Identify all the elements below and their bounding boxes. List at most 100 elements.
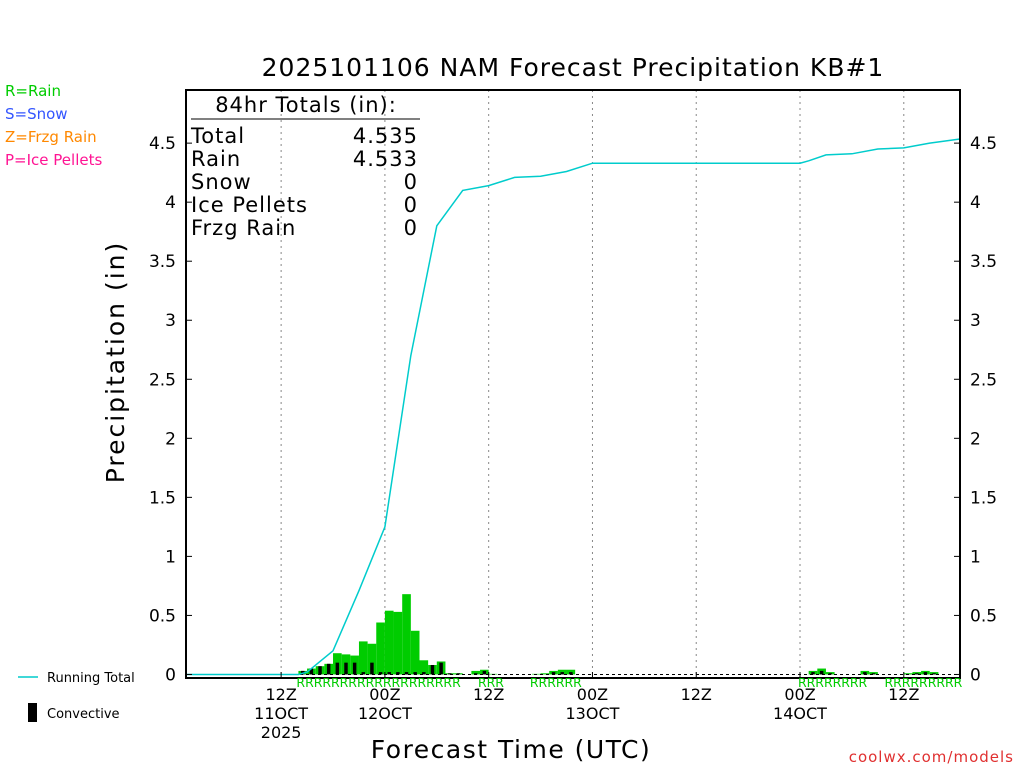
- convective-bar: [482, 670, 487, 675]
- precip-bar: [402, 594, 411, 675]
- convective-bar: [352, 662, 357, 675]
- convective-bar: [430, 665, 435, 675]
- totals-row-label: Snow: [191, 170, 252, 194]
- convective-bar: [404, 672, 409, 675]
- precip-type-legend: R=Rain S=Snow Z=Frzg Rain P=Ice Pellets: [5, 82, 102, 169]
- y-tick-label-right: 3.5: [970, 252, 997, 272]
- totals-row-label: Total: [190, 124, 245, 148]
- convective-bar: [396, 672, 400, 675]
- x-axis-label: Forecast Time (UTC): [371, 735, 651, 764]
- x-tick-label: 12Z: [473, 685, 504, 704]
- convective-bar: [378, 672, 383, 675]
- precip-type-mark: RRRR: [833, 675, 868, 690]
- convective-bar: [439, 662, 443, 675]
- x-tick-label: 13OCT: [566, 704, 620, 723]
- convective-bar: [361, 672, 366, 675]
- x-tick-label: 00Z: [369, 685, 400, 704]
- precip-type-mark: RRRRRR: [530, 675, 582, 690]
- precip-type-legend-item: R=Rain: [5, 82, 61, 100]
- precip-bar: [367, 643, 377, 675]
- running-total-legend-label: Running Total: [47, 671, 135, 686]
- x-tick-label: 12Z: [265, 685, 296, 704]
- x-tick-label: 2025: [261, 723, 302, 742]
- plot-frame: [185, 89, 961, 679]
- convective-bar: [863, 672, 867, 675]
- convective-bar: [932, 673, 936, 675]
- convective-bar: [448, 673, 452, 675]
- precip-type-mark: RRRRRRRRRRRRRRRRRRR: [296, 675, 461, 690]
- y-tick-label-right: 0.5: [970, 606, 997, 626]
- convective-bar: [828, 673, 833, 675]
- precip-type-mark: RRRR: [798, 675, 833, 690]
- totals-rows: Total 4.535 Rain 4.533 Snow 0 Ice Pellets 0 Frzg…: [190, 124, 418, 240]
- convective-bar: [344, 662, 348, 675]
- chart-title: 2025101106 NAM Forecast Precipitation KB…: [262, 53, 885, 82]
- convective-bar: [915, 673, 919, 675]
- x-tick-label: 11OCT: [254, 704, 308, 723]
- precip-bar: [410, 630, 420, 675]
- precip-type-mark: RRRRRRRRR: [884, 675, 962, 690]
- convective-bars: [301, 662, 936, 675]
- totals-row-label: Rain: [191, 147, 241, 171]
- precip-type-markers: RRRRRRRRRRRRRRRRRRR RRR RRRRRR RRRR RRRR RRRR…: [296, 675, 962, 690]
- source-credit: coolwx.com/models: [849, 748, 1014, 766]
- convective-bar: [560, 672, 564, 675]
- y-tick-label-left: 0.5: [149, 606, 176, 626]
- totals-row-value: 0: [404, 193, 418, 217]
- y-axis-label: Precipitation (in): [101, 241, 130, 484]
- convective-bar: [422, 672, 426, 675]
- precip-bar: [393, 611, 403, 675]
- y-axis-left: 0 0.5 1 1.5 2 2.5 3 3.5 4 4.5: [149, 134, 192, 685]
- convective-legend-swatch: [28, 703, 37, 722]
- precip-bar: [903, 673, 913, 675]
- convective-bar: [569, 672, 573, 675]
- convective-bar: [387, 672, 391, 675]
- precip-bar: [376, 622, 385, 675]
- convective-bar: [871, 673, 876, 675]
- y-tick-label-left: 1: [165, 547, 176, 567]
- x-tick-label: 12Z: [681, 685, 712, 704]
- convective-bar: [335, 662, 340, 675]
- convective-bar: [326, 663, 331, 675]
- x-tick-label: 00Z: [577, 685, 608, 704]
- precip-bar: [471, 670, 481, 675]
- convective-bar: [819, 670, 824, 675]
- y-tick-label-right: 1: [970, 547, 981, 567]
- convective-bar: [473, 673, 478, 675]
- precip-type-legend-item: P=Ice Pellets: [5, 151, 102, 169]
- x-tick-label: 12OCT: [358, 704, 412, 723]
- y-tick-label-left: 4: [165, 193, 176, 213]
- precip-type-legend-item: S=Snow: [5, 105, 68, 123]
- totals-heading: 84hr Totals (in):: [215, 93, 397, 117]
- y-tick-label-left: 0: [165, 665, 176, 685]
- x-tick-label: 00Z: [784, 685, 815, 704]
- convective-bar: [309, 668, 314, 675]
- totals-row-label: Frzg Rain: [191, 216, 296, 240]
- precip-bar: [540, 673, 550, 675]
- precip-bar: [419, 660, 429, 675]
- convective-bar: [318, 666, 322, 675]
- y-tick-label-right: 4.5: [970, 134, 997, 154]
- series-legend: Running Total Convective: [18, 671, 135, 722]
- convective-bar: [551, 672, 556, 675]
- y-tick-label-right: 2.5: [970, 370, 997, 390]
- x-tick-label: 12Z: [888, 685, 919, 704]
- convective-bar: [413, 672, 417, 675]
- precip-type-mark: RRR: [478, 675, 504, 690]
- totals-row-value: 0: [404, 216, 418, 240]
- y-tick-label-right: 1.5: [970, 488, 997, 508]
- y-tick-label-left: 2: [165, 429, 176, 449]
- y-tick-label-right: 3: [970, 311, 981, 331]
- totals-row-value: 4.533: [353, 147, 418, 171]
- convective-legend-label: Convective: [47, 707, 120, 722]
- precip-bar: [358, 641, 368, 675]
- y-tick-label-left: 4.5: [149, 134, 176, 154]
- totals-row-label: Ice Pellets: [191, 193, 308, 217]
- convective-bar: [923, 672, 928, 675]
- totals-box: 84hr Totals (in): Total 4.535 Rain 4.533 Sno…: [190, 93, 420, 240]
- y-tick-label-left: 3.5: [149, 252, 176, 272]
- precip-type-legend-item: Z=Frzg Rain: [5, 128, 97, 146]
- totals-row-value: 4.535: [353, 124, 418, 148]
